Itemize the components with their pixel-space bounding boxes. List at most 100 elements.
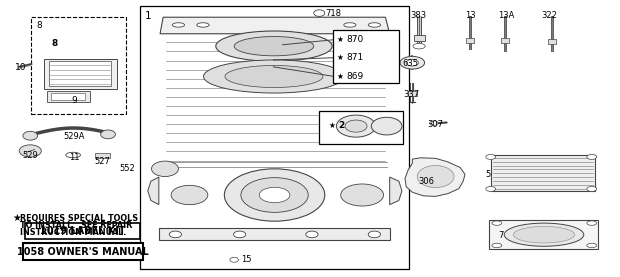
Text: 2: 2 — [339, 121, 345, 130]
Bar — [490, 155, 595, 191]
Bar — [51, 93, 86, 101]
Ellipse shape — [513, 226, 575, 243]
Bar — [490, 220, 598, 249]
Text: 1: 1 — [144, 11, 151, 21]
Ellipse shape — [197, 23, 209, 27]
Ellipse shape — [151, 161, 179, 176]
Text: REQUIRES SPECIAL TOOLS: REQUIRES SPECIAL TOOLS — [20, 214, 139, 223]
Text: 529A: 529A — [63, 132, 85, 141]
Ellipse shape — [203, 60, 344, 93]
Ellipse shape — [368, 231, 381, 238]
Ellipse shape — [371, 117, 402, 135]
Ellipse shape — [169, 231, 182, 238]
Ellipse shape — [171, 185, 208, 205]
Bar — [408, 91, 417, 96]
Ellipse shape — [337, 115, 376, 137]
Polygon shape — [160, 17, 390, 34]
Text: 15: 15 — [242, 255, 252, 264]
Bar — [500, 39, 509, 43]
Text: 8: 8 — [37, 21, 42, 30]
Bar — [547, 39, 556, 44]
Text: 383: 383 — [410, 11, 426, 20]
Text: ★: ★ — [329, 121, 335, 130]
Text: 13: 13 — [465, 11, 476, 20]
Text: 1058 OWNER'S MANUAL: 1058 OWNER'S MANUAL — [17, 247, 149, 257]
Ellipse shape — [486, 186, 495, 191]
Text: TO INSTALL.  SEE REPAIR: TO INSTALL. SEE REPAIR — [20, 221, 133, 230]
Text: 8: 8 — [51, 39, 58, 48]
Bar — [32, 17, 126, 114]
Ellipse shape — [430, 121, 438, 125]
Bar — [44, 58, 117, 89]
Ellipse shape — [224, 169, 325, 221]
Bar — [165, 35, 387, 166]
Text: 552: 552 — [119, 164, 135, 173]
Ellipse shape — [587, 221, 596, 225]
Text: 718: 718 — [326, 9, 342, 18]
Polygon shape — [390, 177, 402, 205]
Polygon shape — [148, 177, 159, 205]
Bar — [159, 162, 390, 240]
Ellipse shape — [19, 145, 42, 157]
Ellipse shape — [492, 243, 502, 248]
Ellipse shape — [587, 243, 596, 248]
Ellipse shape — [234, 231, 246, 238]
Text: 306: 306 — [418, 177, 435, 186]
Ellipse shape — [406, 59, 419, 66]
Ellipse shape — [348, 116, 388, 137]
Bar — [25, 223, 141, 239]
Ellipse shape — [306, 231, 318, 238]
Ellipse shape — [504, 223, 584, 246]
Text: 7: 7 — [498, 231, 504, 240]
Text: eReplacementParts.com: eReplacementParts.com — [194, 161, 304, 171]
Bar — [414, 35, 425, 42]
Bar — [319, 111, 403, 144]
Bar — [48, 61, 111, 86]
Ellipse shape — [241, 178, 308, 212]
Ellipse shape — [259, 187, 290, 203]
Text: INSTRUCTION MANUAL.: INSTRUCTION MANUAL. — [20, 228, 127, 237]
Ellipse shape — [341, 184, 384, 206]
Ellipse shape — [587, 155, 596, 160]
Ellipse shape — [413, 43, 425, 49]
Ellipse shape — [225, 65, 323, 88]
Text: 10: 10 — [15, 63, 27, 72]
Bar — [94, 153, 110, 158]
Text: 529: 529 — [22, 151, 38, 160]
Bar — [159, 228, 390, 240]
Ellipse shape — [216, 31, 332, 61]
Text: 307: 307 — [427, 120, 443, 129]
Ellipse shape — [492, 221, 502, 225]
Text: 871: 871 — [346, 53, 363, 62]
Text: 527: 527 — [94, 157, 110, 166]
Text: ★: ★ — [336, 72, 343, 81]
Polygon shape — [405, 158, 465, 196]
Text: 1019 LABEL KIT: 1019 LABEL KIT — [40, 226, 126, 236]
Ellipse shape — [343, 23, 356, 27]
Ellipse shape — [368, 23, 381, 27]
Text: 322: 322 — [541, 11, 557, 20]
Text: 869: 869 — [346, 72, 363, 81]
Text: 9: 9 — [71, 96, 77, 105]
Text: ★: ★ — [336, 53, 343, 62]
Ellipse shape — [172, 23, 185, 27]
Text: 11: 11 — [69, 153, 80, 162]
Text: 635: 635 — [402, 59, 418, 68]
Ellipse shape — [23, 131, 38, 140]
Ellipse shape — [100, 130, 115, 139]
Ellipse shape — [66, 152, 81, 158]
Bar — [23, 243, 143, 260]
Bar — [333, 30, 399, 83]
Ellipse shape — [357, 120, 379, 132]
Text: ★: ★ — [336, 35, 343, 44]
Ellipse shape — [587, 186, 596, 191]
Bar — [140, 6, 409, 270]
Text: 13A: 13A — [498, 11, 515, 20]
Ellipse shape — [486, 155, 495, 160]
Text: 5: 5 — [486, 170, 491, 179]
Text: ★: ★ — [12, 213, 20, 224]
Ellipse shape — [234, 37, 314, 56]
Ellipse shape — [345, 120, 367, 132]
Ellipse shape — [400, 56, 425, 69]
Text: 870: 870 — [346, 35, 363, 44]
